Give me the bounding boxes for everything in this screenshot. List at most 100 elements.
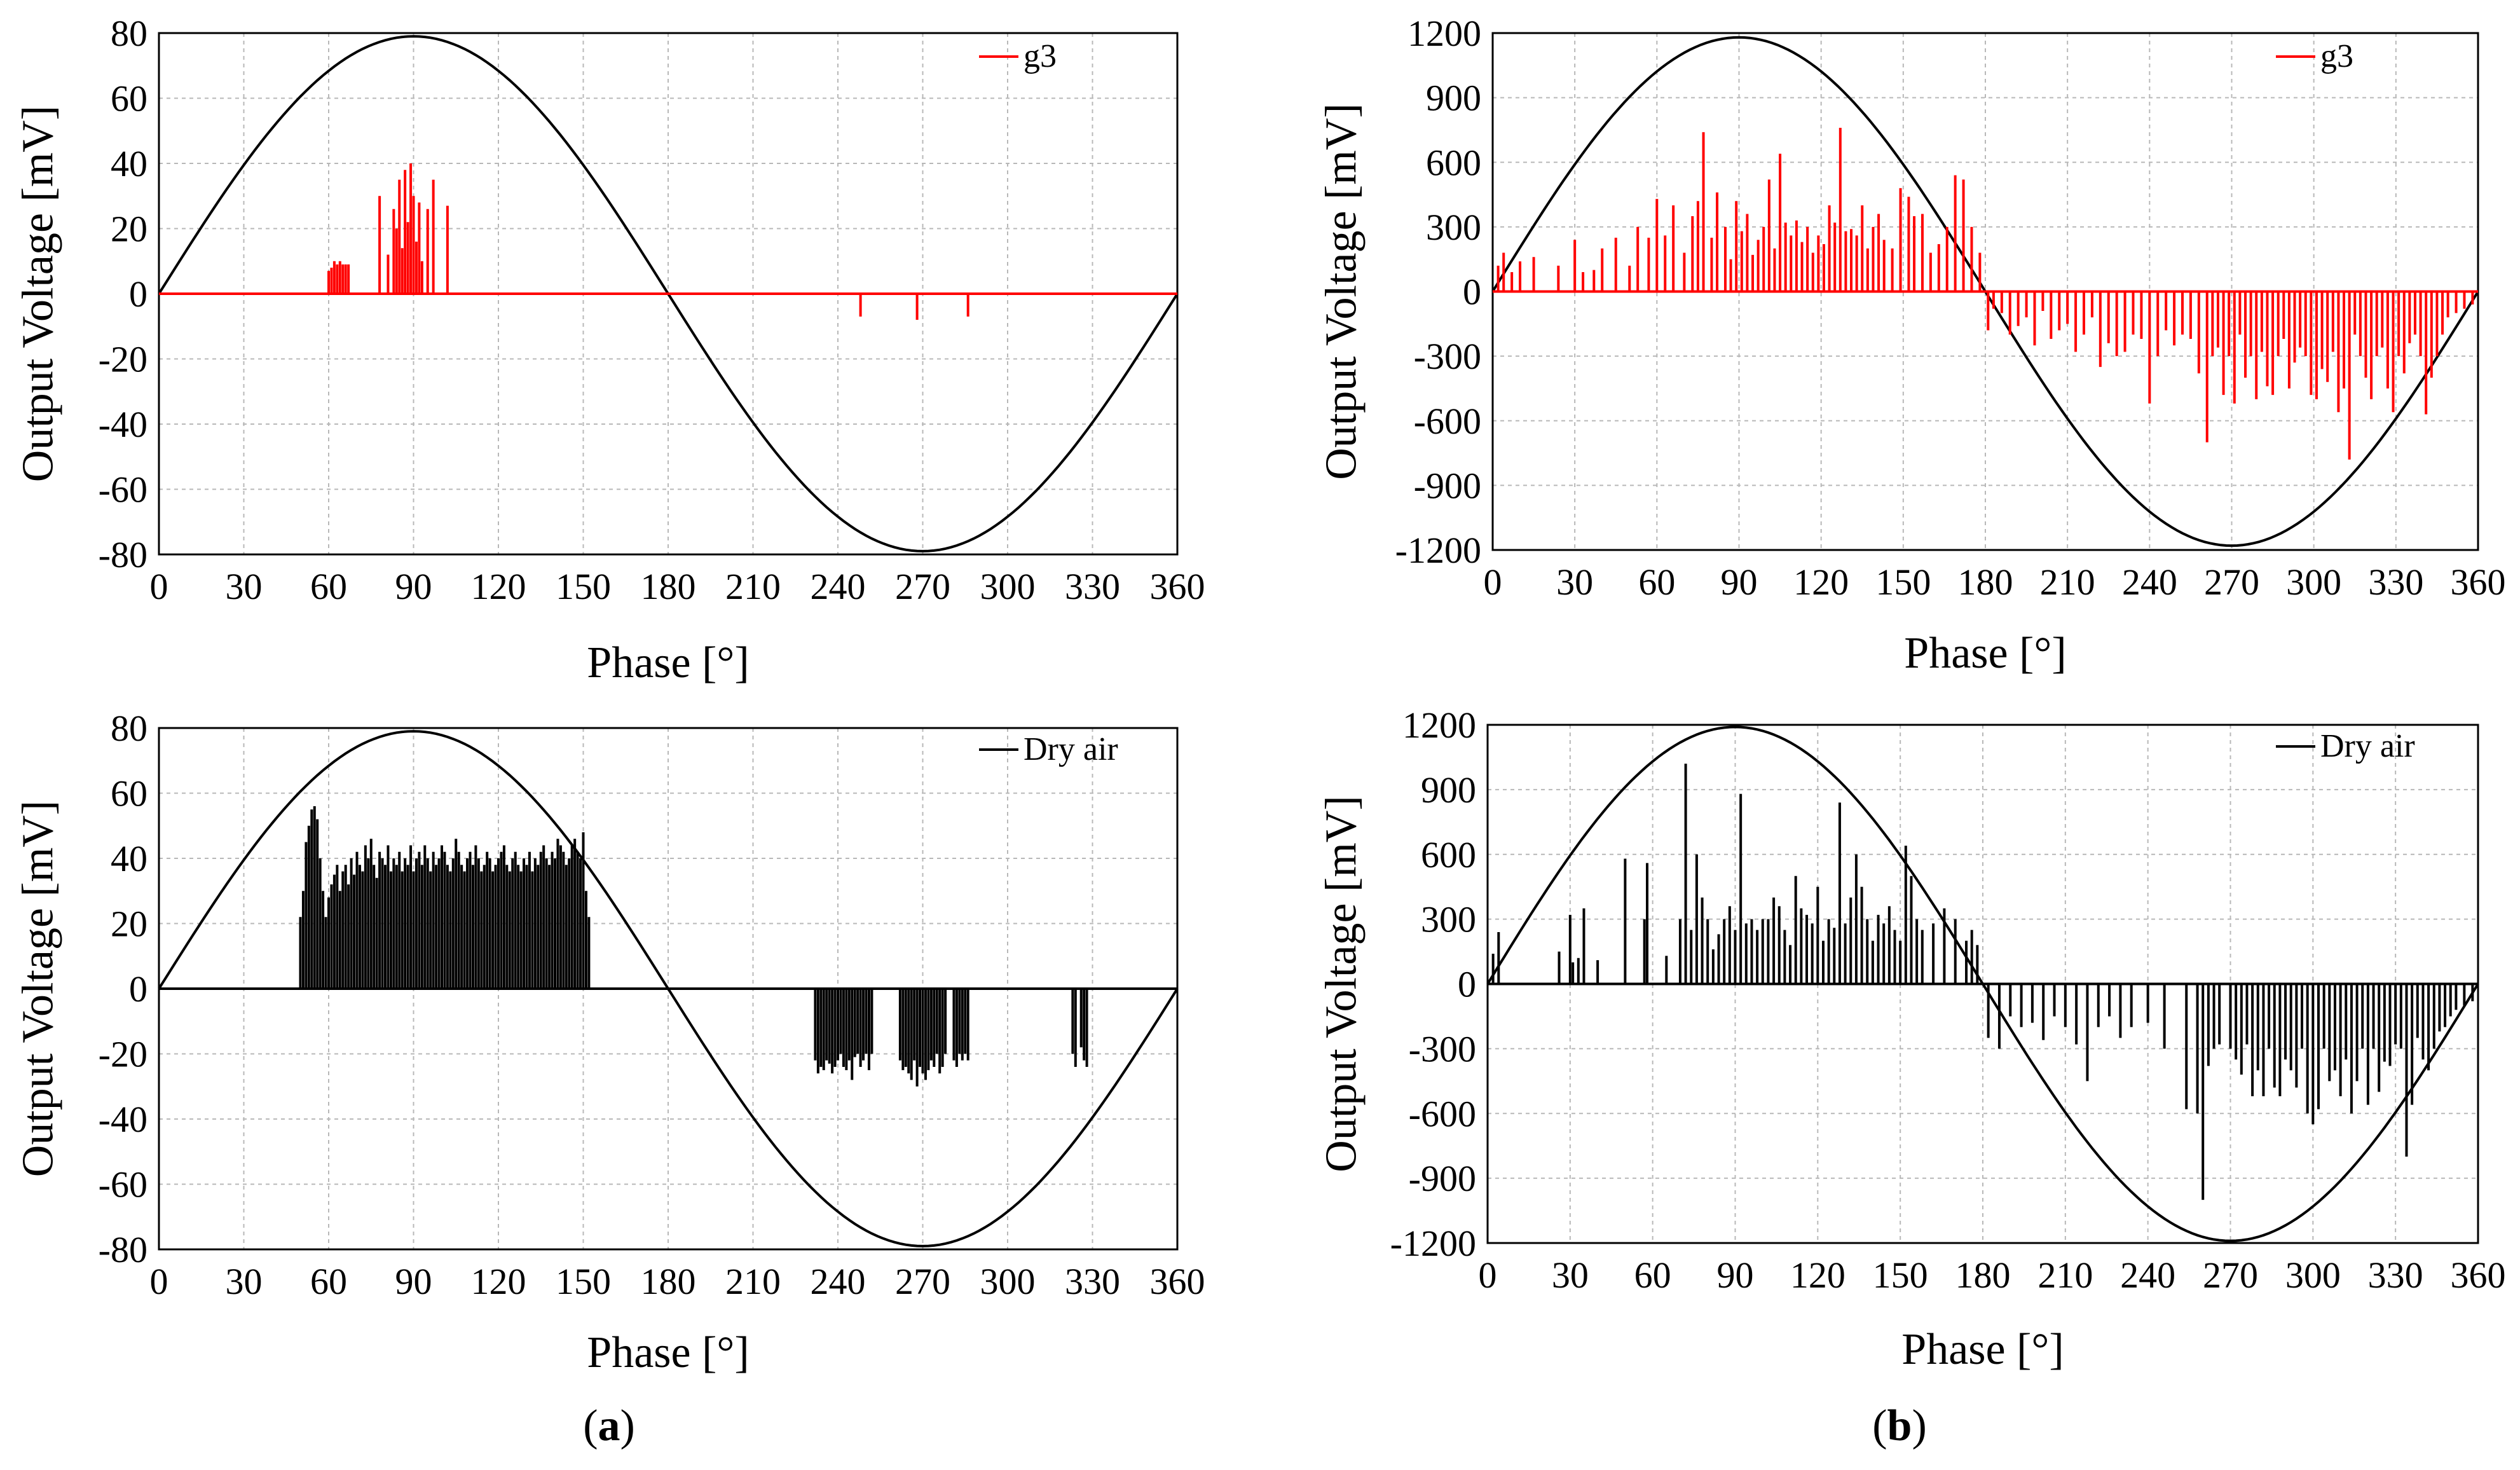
x-tick-label: 30 — [226, 566, 263, 607]
x-axis-title: Phase [°] — [1901, 1325, 2064, 1374]
y-tick-label: 0 — [1458, 964, 1476, 1005]
x-tick-labels: 0 30 60 90 120 150 180 210 240 270 300 330 360 — [150, 566, 1205, 607]
x-tick-label: 300 — [2285, 1254, 2341, 1296]
x-tick-label: 180 — [1958, 561, 2013, 603]
x-tick-label: 180 — [1955, 1254, 2011, 1296]
caption-b-close: ) — [1912, 1401, 1926, 1450]
x-tick-label: 60 — [1634, 1254, 1671, 1296]
x-tick-label: 120 — [471, 1261, 526, 1302]
x-tick-label: 90 — [1717, 1254, 1754, 1296]
x-tick-label: 150 — [556, 1261, 611, 1302]
y-axis-title: Output Voltage [mV] — [14, 800, 63, 1177]
x-tick-label: 60 — [1638, 561, 1675, 603]
x-axis-title: Phase [°] — [587, 1328, 749, 1377]
y-tick-label: 600 — [1426, 142, 1481, 183]
grid-lines — [1493, 33, 2478, 550]
y-tick-label: 300 — [1426, 207, 1481, 248]
x-tick-label: 90 — [1721, 561, 1758, 603]
x-tick-label: 120 — [471, 566, 526, 607]
y-tick-label: -900 — [1409, 1158, 1476, 1199]
x-tick-label: 360 — [2451, 1254, 2506, 1296]
chart-panel-a-top: 0 30 60 90 120 150 180 210 240 270 300 330 360 -80 -6… — [14, 13, 1205, 687]
y-tick-label: 60 — [111, 773, 147, 814]
y-tick-label: -60 — [99, 1164, 147, 1206]
legend-label: Dry air — [2320, 728, 2415, 764]
y-tick-label: 40 — [111, 838, 147, 879]
x-tick-label: 300 — [2286, 561, 2341, 603]
y-tick-label: 600 — [1421, 834, 1476, 876]
y-tick-label: 300 — [1421, 899, 1476, 940]
x-tick-label: 120 — [1790, 1254, 1845, 1296]
legend: g3 — [979, 38, 1057, 74]
x-tick-label: 270 — [895, 566, 950, 607]
x-tick-label: 210 — [2037, 1254, 2093, 1296]
y-tick-label: -300 — [1414, 336, 1481, 377]
bar-marks — [1493, 128, 2478, 460]
x-tick-label: 240 — [2120, 1254, 2175, 1296]
caption-a-close: ) — [620, 1401, 635, 1450]
x-tick-label: 0 — [1479, 1254, 1497, 1296]
legend-label: g3 — [2320, 38, 2353, 74]
x-tick-label: 300 — [980, 566, 1036, 607]
x-tick-label: 0 — [150, 1261, 168, 1302]
x-tick-label: 30 — [1552, 1254, 1589, 1296]
y-tick-label: 60 — [111, 78, 147, 120]
y-tick-label: 20 — [111, 903, 147, 945]
x-tick-label: 240 — [2122, 561, 2177, 603]
y-tick-label: -20 — [99, 339, 147, 380]
chart-panel-b-top: 0 30 60 90 120 150 180 210 240 270 300 330 360 -1200… — [1317, 13, 2506, 678]
x-tick-labels: 0 30 60 90 120 150 180 210 240 270 300 330 360 — [1484, 561, 2506, 603]
y-tick-label: 1200 — [1402, 704, 1476, 746]
caption-a-open: ( — [583, 1401, 598, 1450]
caption-b: (b) — [1872, 1401, 1927, 1450]
y-tick-label: -40 — [99, 404, 147, 445]
x-tick-label: 270 — [2204, 561, 2259, 603]
chart-panel-b-bottom: 0 30 60 90 120 150 180 210 240 270 300 330 360 -1200… — [1317, 704, 2506, 1374]
x-tick-label: 60 — [310, 1261, 347, 1302]
y-tick-label: 1200 — [1407, 13, 1481, 54]
y-axis-title: Output Voltage [mV] — [1317, 103, 1366, 479]
y-tick-label: 80 — [111, 13, 147, 54]
y-tick-label: 0 — [1463, 271, 1481, 313]
x-tick-label: 330 — [1065, 1261, 1120, 1302]
bar-marks — [159, 163, 1177, 320]
x-tick-label: 180 — [641, 1261, 696, 1302]
y-tick-label: -80 — [99, 1229, 147, 1270]
y-tick-label: -600 — [1409, 1093, 1476, 1134]
y-tick-label: -1200 — [1395, 530, 1481, 571]
x-axis-title: Phase [°] — [1904, 629, 2066, 678]
y-tick-label: -60 — [99, 469, 147, 511]
caption-b-letter: b — [1887, 1401, 1912, 1450]
x-tick-label: 330 — [1065, 566, 1120, 607]
y-axis-title: Output Voltage [mV] — [14, 106, 63, 482]
legend-label: g3 — [1024, 38, 1057, 74]
x-tick-label: 150 — [556, 566, 611, 607]
y-tick-label: 20 — [111, 209, 147, 250]
y-tick-label: 80 — [111, 708, 147, 749]
y-tick-label: -900 — [1414, 465, 1481, 506]
x-tick-label: 30 — [226, 1261, 263, 1302]
x-axis-title: Phase [°] — [587, 638, 749, 687]
x-tick-label: 150 — [1873, 1254, 1928, 1296]
x-tick-label: 210 — [725, 566, 781, 607]
y-tick-label: 900 — [1421, 769, 1476, 811]
x-tick-label: 0 — [150, 566, 168, 607]
x-tick-label: 90 — [395, 566, 432, 607]
legend-label: Dry air — [1024, 731, 1118, 767]
y-axis-title: Output Voltage [mV] — [1317, 795, 1366, 1172]
bar-marks — [159, 806, 1177, 1087]
x-tick-label: 180 — [641, 566, 696, 607]
y-tick-label: -600 — [1414, 401, 1481, 442]
y-tick-label: -1200 — [1390, 1223, 1476, 1264]
y-tick-labels: -80 -60 -40 -20 0 20 40 60 80 — [99, 708, 147, 1270]
x-tick-label: 120 — [1793, 561, 1849, 603]
y-tick-labels: -1200 -900 -600 -300 0 300 600 900 1200 — [1395, 13, 1481, 571]
y-tick-label: 0 — [129, 273, 147, 315]
y-tick-labels: -80 -60 -40 -20 0 20 40 60 80 — [99, 13, 147, 575]
legend: Dry air — [2276, 728, 2415, 764]
x-tick-label: 0 — [1484, 561, 1502, 603]
x-tick-label: 240 — [811, 566, 866, 607]
x-tick-label: 360 — [1150, 566, 1205, 607]
y-tick-label: 0 — [129, 968, 147, 1010]
x-tick-label: 330 — [2368, 1254, 2423, 1296]
